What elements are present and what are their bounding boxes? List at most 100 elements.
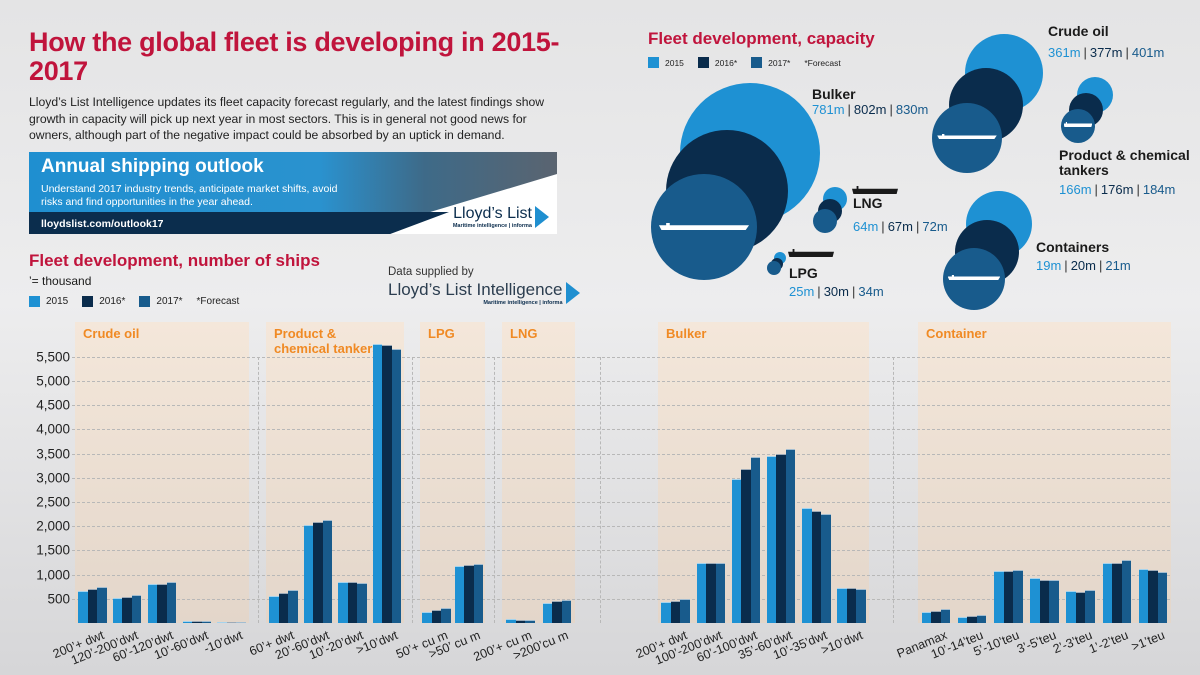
intro-text: Lloyd’s List Intelligence updates its fl…: [29, 95, 545, 142]
capacity-value-2017: 830m: [895, 102, 929, 117]
bubble-label: LPG: [789, 265, 818, 281]
bar: [1066, 590, 1076, 623]
bubble-label: Product & chemical tankers: [1059, 147, 1190, 178]
capacity-value-2016: 802m: [853, 102, 887, 117]
gridline: [72, 574, 1170, 576]
bar: [372, 343, 382, 623]
gridline: [72, 526, 1170, 528]
ships-chart-subtitle: ’= thousand: [29, 274, 92, 288]
bar: [561, 600, 571, 623]
value-separator: |: [851, 284, 856, 299]
outlook-banner[interactable]: Annual shipping outlook Understand 2017 …: [29, 152, 557, 234]
capacity-value-2015: 25m: [789, 284, 815, 299]
bar: [441, 608, 451, 623]
logo-play-icon: [535, 206, 549, 228]
y-tick-label: 5,000: [36, 373, 70, 389]
legend-label: 2015: [665, 57, 684, 68]
bar: [1030, 577, 1040, 623]
banner-url-strip: [29, 212, 449, 234]
bar: [201, 621, 212, 623]
bar: [217, 621, 227, 623]
gridline: [72, 356, 1170, 358]
bar: [542, 603, 552, 623]
panel-container: Container: [918, 322, 1171, 623]
bar: [921, 612, 932, 623]
bar: [515, 620, 525, 623]
page-title: How the global fleet is developing in 20…: [29, 27, 560, 86]
bubble-lpg: [767, 261, 781, 275]
y-tick-label: 2,500: [36, 494, 70, 510]
legend-label: 2016*: [714, 57, 738, 68]
ship-icon: [1063, 122, 1093, 127]
bar: [931, 610, 941, 623]
bubble-lng: [813, 209, 837, 233]
gridline: [72, 429, 1170, 431]
y-tick-label: 5,500: [36, 349, 70, 365]
capacity-legend: 2015 2016* 2017* *Forecast: [648, 57, 855, 68]
capacity-value-2015: 64m: [853, 219, 879, 234]
category-label: 1’-2’teu: [1086, 628, 1131, 657]
panel-lng: LNG: [502, 322, 575, 623]
banner-url-link[interactable]: lloydslist.com/outlook17: [41, 218, 164, 230]
bar: [967, 615, 977, 623]
legend-2015: 2015: [648, 57, 684, 68]
capacity-value-2016: 30m: [823, 284, 849, 299]
bar: [785, 449, 796, 623]
ship-icon: [947, 275, 1001, 280]
bar: [182, 621, 193, 623]
bar: [112, 598, 123, 623]
bar: [278, 592, 288, 623]
bar: [464, 565, 474, 623]
bar: [940, 609, 951, 623]
legend-2016: 2016*: [82, 296, 125, 307]
legend-label: 2017*: [768, 57, 791, 68]
bar: [357, 583, 367, 623]
bar: [957, 616, 968, 623]
legend-note: *Forecast: [804, 57, 841, 68]
ship-icon: [937, 134, 997, 139]
ship-silhouette-icon: [788, 249, 834, 257]
lli-logo-sub: Maritime intelligence | informa: [483, 300, 563, 306]
bar: [236, 621, 246, 623]
panel-title: LNG: [510, 326, 538, 341]
capacity-value-2017: 72m: [922, 219, 948, 234]
value-separator: |: [1125, 45, 1129, 60]
y-tick-label: 1,500: [36, 542, 70, 558]
bar: [837, 587, 847, 623]
panel-title: Container: [926, 326, 987, 341]
bar: [680, 598, 690, 623]
group-separator: [893, 357, 894, 623]
bar: [97, 586, 107, 623]
bar: [288, 590, 298, 623]
value-separator: |: [1083, 45, 1087, 60]
panel-bulker: Bulker: [658, 322, 869, 623]
ships-legend: 2015 2016* 2017* *Forecast: [29, 296, 253, 307]
panel-crude-oil: Crude oil: [75, 322, 249, 623]
value-separator: |: [1064, 258, 1068, 273]
capacity-value-2015: 19m: [1036, 258, 1062, 273]
bubble-values: 19m | 20m | 21m: [1036, 258, 1131, 273]
bar: [715, 562, 725, 623]
bar: [303, 524, 313, 623]
bar: [1157, 571, 1168, 623]
gridline: [72, 453, 1170, 455]
bubble-label: Bulker: [812, 86, 856, 102]
bar: [313, 521, 323, 623]
y-tick-label: 4,500: [36, 397, 70, 413]
capacity-value-2015: 361m: [1048, 45, 1081, 60]
ship-icon: [658, 223, 750, 231]
panel-title: LPG: [428, 326, 455, 341]
y-tick-label: 3,500: [36, 446, 70, 462]
data-supplied-label: Data supplied by: [388, 266, 474, 278]
bar: [525, 620, 535, 623]
bar: [670, 600, 681, 623]
bubble-values: 25m | 30m | 34m: [789, 284, 884, 299]
capacity-value-2016: 176m: [1100, 182, 1134, 197]
legend-label: 2015: [46, 296, 69, 307]
ships-chart-title: Fleet development, number of ships: [29, 251, 320, 270]
bar: [856, 588, 866, 623]
group-separator: [258, 357, 259, 623]
bar: [87, 589, 98, 623]
bar: [821, 514, 831, 623]
bar: [1121, 560, 1132, 623]
